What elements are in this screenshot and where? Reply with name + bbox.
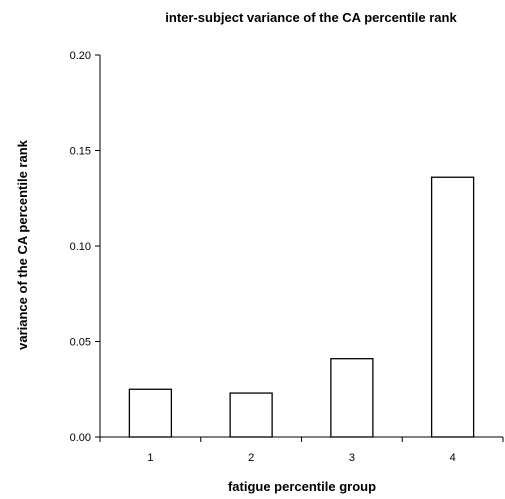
- y-tick-label: 0.15: [70, 146, 91, 158]
- x-tick-label: 3: [349, 452, 355, 464]
- x-tick-label: 2: [248, 452, 254, 464]
- x-axis-label: fatigue percentile group: [228, 479, 376, 494]
- bar: [128, 388, 173, 438]
- x-tick-label: 4: [450, 452, 456, 464]
- bar: [430, 176, 475, 438]
- y-axis-label: variance of the CA percentile rank: [15, 139, 30, 350]
- chart-title: inter-subject variance of the CA percent…: [165, 10, 457, 25]
- bar: [229, 392, 273, 438]
- bar: [330, 358, 374, 438]
- y-tick-label: 0.10: [70, 241, 91, 253]
- x-tick-label: 1: [147, 452, 153, 464]
- y-tick-label: 0.05: [70, 337, 91, 349]
- y-tick-label: 0.00: [70, 432, 91, 444]
- y-tick-label: 0.20: [70, 50, 91, 62]
